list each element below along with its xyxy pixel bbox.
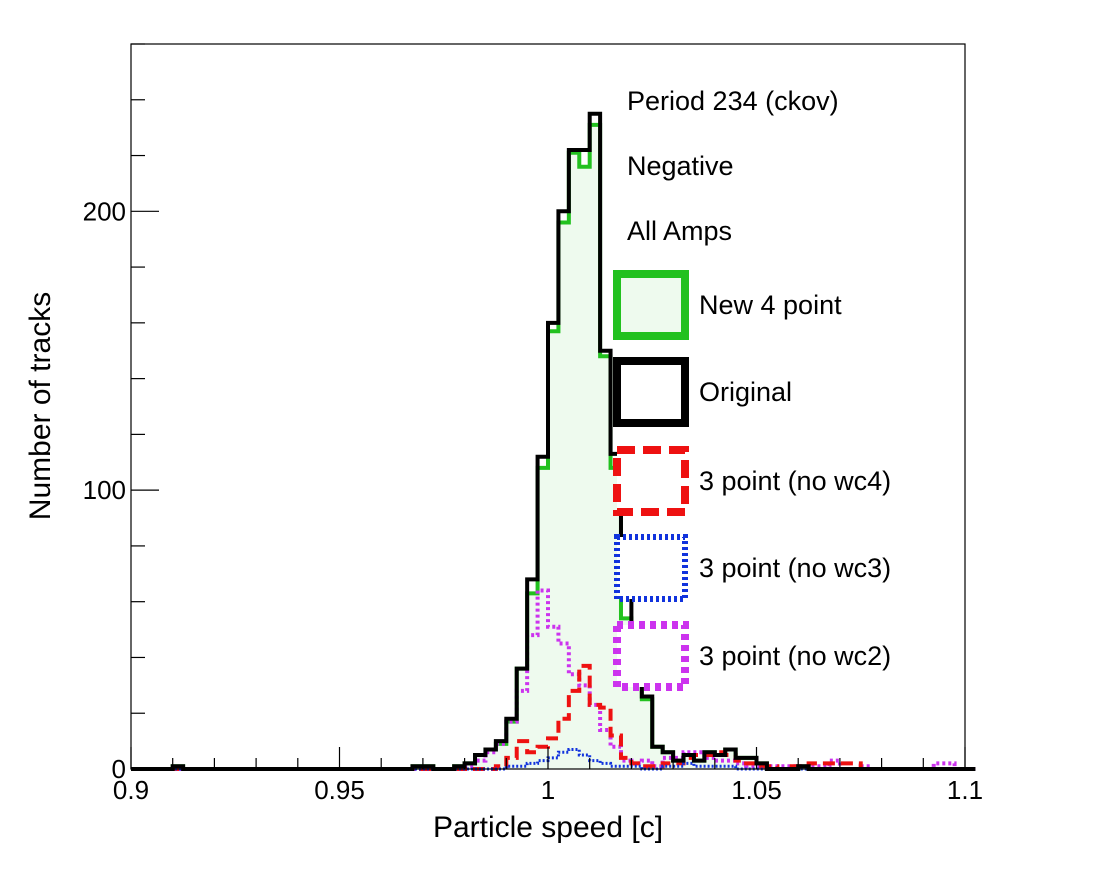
legend-label-nowc3: 3 point (no wc3) <box>699 553 891 583</box>
legend-label-nowc4: 3 point (no wc4) <box>699 466 891 496</box>
y-tick-label: 100 <box>83 475 126 505</box>
x-tick-label: 0.95 <box>314 775 365 805</box>
legend-swatch-nowc2 <box>613 621 689 691</box>
legend-swatch-new4 <box>613 270 689 340</box>
x-tick-label: 1.05 <box>731 775 782 805</box>
legend-header-line: All Amps <box>627 216 732 246</box>
x-axis-title: Particle speed [c] <box>433 811 663 844</box>
legend-label-nowc2: 3 point (no wc2) <box>699 641 891 671</box>
legend-header-line: Negative <box>627 151 734 181</box>
x-tick-label: 1.1 <box>947 775 983 805</box>
series-line-nowc3 <box>131 747 976 771</box>
y-tick-label: 0 <box>112 754 126 784</box>
legend-header-line: Period 234 (ckov) <box>627 86 839 116</box>
legend-label-orig: Original <box>699 377 792 407</box>
legend-label-new4: New 4 point <box>699 290 842 320</box>
y-tick-label: 200 <box>83 196 126 226</box>
x-tick-label: 0.9 <box>113 775 149 805</box>
legend: Period 234 (ckov) Negative All Amps New 4 p… <box>613 86 891 691</box>
x-tick-label: 1 <box>541 775 555 805</box>
legend-swatch-orig <box>613 357 689 427</box>
axes-layer: 0.9 0.95 1 1.05 1.1 0 100 200 <box>83 43 983 805</box>
legend-swatch-nowc3 <box>614 534 688 602</box>
series-fill-new4 <box>131 124 976 770</box>
legend-swatch-nowc4 <box>613 446 689 516</box>
y-axis-title: Number of tracks <box>24 292 57 520</box>
